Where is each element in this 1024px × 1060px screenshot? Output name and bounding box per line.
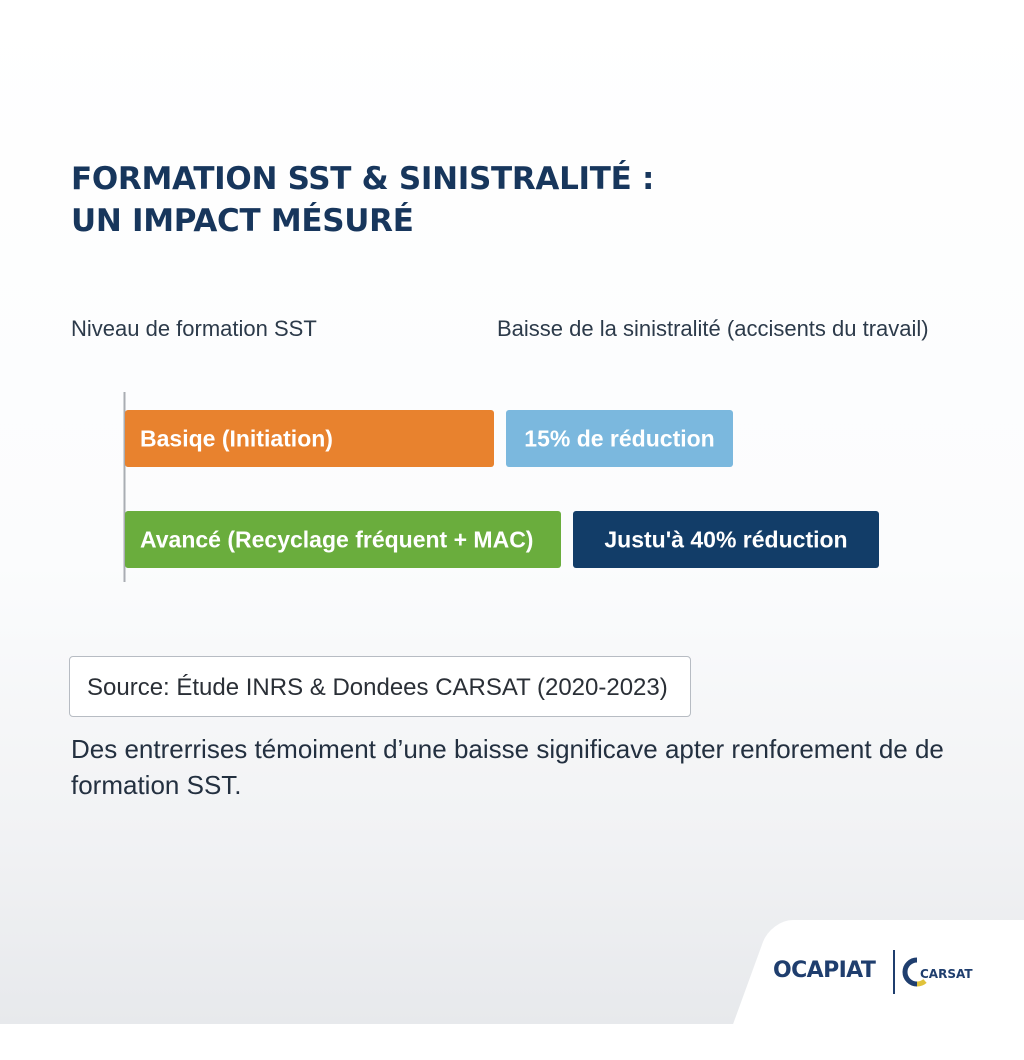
logo-divider <box>893 950 895 994</box>
training-level-bar <box>125 511 561 568</box>
training-level-bar <box>125 410 494 467</box>
reduction-bar <box>506 410 733 467</box>
footnote-text: Des entrerrises témoiment d’une baisse s… <box>71 734 944 800</box>
ocapiat-logo: OCAPIAT <box>773 958 876 983</box>
column-header-training-level: Niveau de formation SST <box>71 316 317 341</box>
title-line-1: FORMATION SST & SINISTRALITÉ : <box>71 161 655 197</box>
chart-row: Basiqe (Initiation) 15% de réduction <box>125 410 733 467</box>
comparison-chart: Basiqe (Initiation) 15% de réduction Avanc… <box>123 392 879 582</box>
source-text: Source: Étude INRS & Dondees CARSAT (202… <box>87 674 668 701</box>
training-level-label: Avancé (Recyclage fréquent + MAC) <box>140 527 533 553</box>
carsat-logo: CARSAT <box>902 957 973 987</box>
reduction-label: 15% de réduction <box>524 426 714 452</box>
svg-text:CARSAT: CARSAT <box>920 967 973 981</box>
column-header-accident-reduction: Baisse de la sinistralité (accisents du … <box>497 316 929 341</box>
reduction-label: Justu'à 40% réduction <box>604 527 847 553</box>
chart-row: Avancé (Recyclage fréquent + MAC) Justu'à… <box>125 511 879 568</box>
source-box: Source: Étude INRS & Dondees CARSAT (202… <box>69 656 691 717</box>
reduction-bar <box>573 511 879 568</box>
footer-logo-panel <box>720 920 1024 1060</box>
training-level-label: Basiqe (Initiation) <box>140 426 333 452</box>
page-title: FORMATION SST & SINISTRALITÉ : UN IMPACT… <box>71 158 654 242</box>
title-line-2: UN IMPACT MÉSURÉ <box>71 203 414 239</box>
